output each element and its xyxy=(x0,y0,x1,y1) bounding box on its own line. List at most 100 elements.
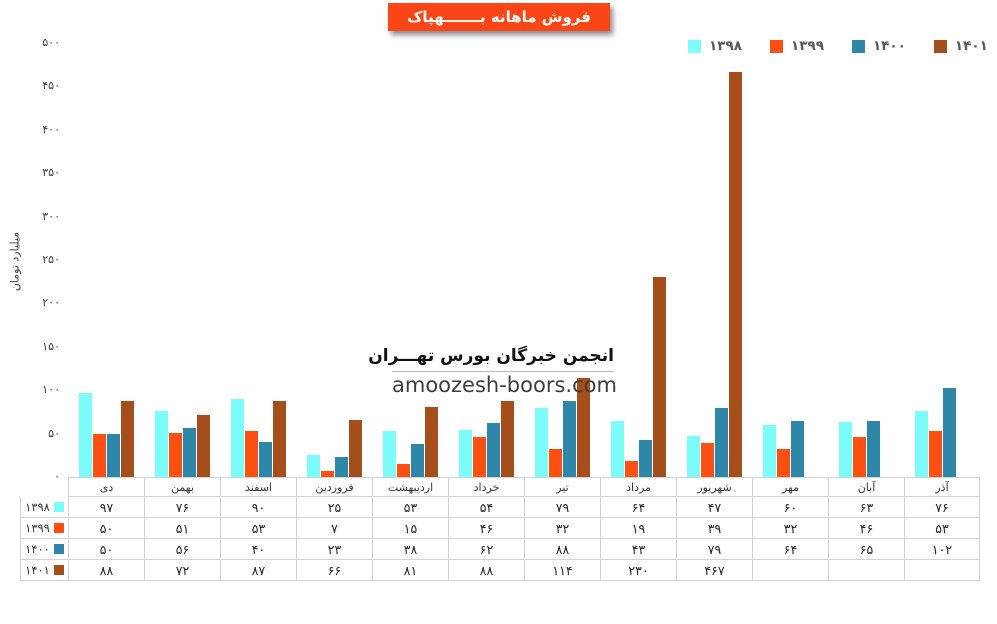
table-cell: ۸۷ xyxy=(220,560,296,581)
legend-swatch xyxy=(688,39,701,53)
table-cell: ۵۳ xyxy=(220,518,296,539)
bar-۱۴۰۰-اسفند xyxy=(258,442,272,477)
table-cell: ۴۶۷ xyxy=(676,560,752,581)
bar-۱۳۹۹-فروردین xyxy=(320,470,334,477)
table-cell: ۴۷ xyxy=(676,497,752,518)
table-cell: ۳۲ xyxy=(524,518,600,539)
bar-۱۴۰۱-شهریور xyxy=(728,71,742,477)
table-cell: ۷۹ xyxy=(524,497,600,518)
table-cell: ۸۸ xyxy=(524,539,600,560)
bar-۱۴۰۰-فروردین xyxy=(334,457,348,477)
y-axis-tick-label: ۱۰۰ xyxy=(42,383,60,397)
table-row-header: ۱۴۰۱ xyxy=(20,560,68,581)
y-axis-tick-label: ۳۰۰ xyxy=(42,209,60,223)
table-row-swatch xyxy=(53,523,64,533)
bar-۱۳۹۸-آذر xyxy=(914,411,928,477)
table-row-year-label: ۱۳۹۹ xyxy=(25,521,50,535)
y-axis-tick-label: ۰ xyxy=(54,470,60,483)
table-row-year-label: ۱۳۹۸ xyxy=(25,500,50,514)
table-cell: ۷۹ xyxy=(676,539,752,560)
table-month-header: بهمن xyxy=(144,477,220,497)
table-cell: ۱۱۴ xyxy=(524,560,600,581)
y-axis-tick-label: ۴۵۰ xyxy=(42,79,60,93)
bar-۱۴۰۱-فروردین xyxy=(348,419,362,477)
table-row-swatch xyxy=(53,502,64,512)
bar-۱۳۹۸-مرداد xyxy=(610,421,624,477)
bar-۱۴۰۰-تیر xyxy=(562,400,576,477)
table-header-row: دی بهمن اسفند فروردین اردیبهشت خرداد تیر مرداد ش… xyxy=(68,477,980,497)
legend-item-۱۴۰۰: ۱۴۰۰ xyxy=(851,38,906,54)
table-cell: ۷ xyxy=(296,518,372,539)
bar-۱۳۹۹-اسفند xyxy=(244,431,258,477)
chart-title: فروش ماهانه بـــــــهپاک xyxy=(388,3,610,31)
y-axis-tick-label: ۳۵۰ xyxy=(42,166,60,180)
watermark-divider xyxy=(392,371,614,372)
y-axis-tick-label: ۵۰۰ xyxy=(42,36,60,49)
table-month-header: خرداد xyxy=(448,477,524,497)
legend-label: ۱۴۰۰ xyxy=(872,38,906,54)
table-cell: ۵۰ xyxy=(68,539,144,560)
legend-label: ۱۳۹۹ xyxy=(790,38,824,54)
table-month-header: مرداد xyxy=(600,477,676,497)
table-cell: ۵۰ xyxy=(68,518,144,539)
bar-۱۴۰۰-مرداد xyxy=(638,439,652,477)
table-cell: ۶۳ xyxy=(828,497,904,518)
table-cell: ۵۴ xyxy=(448,497,524,518)
table-cell: ۶۴ xyxy=(600,497,676,518)
bar-۱۳۹۹-اردیبهشت xyxy=(396,463,410,477)
table-row-۱۳۹۹: ۱۳۹۹ ۵۰ ۵۱ ۵۳ ۷ ۱۵ ۴۶ ۳۲ ۱۹ ۳۹ ۳۲ ۴۶ ۵۳ xyxy=(20,518,980,539)
table-cell: ۷۶ xyxy=(904,497,980,518)
watermark: انجمن خبرگان بورس تهـــران amoozesh-boor… xyxy=(368,346,617,397)
table-cell: ۸۸ xyxy=(68,560,144,581)
table-row-header: ۱۳۹۸ xyxy=(20,497,68,518)
table-cell: ۸۸ xyxy=(448,560,524,581)
bar-۱۴۰۱-مرداد xyxy=(652,277,666,477)
bar-۱۳۹۹-شهریور xyxy=(700,443,714,477)
bar-۱۴۰۰-آذر xyxy=(942,388,956,477)
table-cell: ۱۹ xyxy=(600,518,676,539)
bar-۱۴۰۱-خرداد xyxy=(500,400,514,477)
table-cell: ۵۳ xyxy=(372,497,448,518)
watermark-line1: انجمن خبرگان بورس تهـــران xyxy=(368,346,614,366)
bar-۱۴۰۱-اردیبهشت xyxy=(424,406,438,477)
legend-swatch xyxy=(851,39,865,53)
table-month-header: فروردین xyxy=(296,477,372,497)
bar-۱۳۹۸-تیر xyxy=(534,408,548,477)
table-cell: ۵۶ xyxy=(144,539,220,560)
bar-۱۳۹۹-تیر xyxy=(548,449,562,477)
bar-۱۴۰۰-اردیبهشت xyxy=(410,444,424,477)
table-cell: ۹۷ xyxy=(68,497,144,518)
table-row-year-label: ۱۴۰۰ xyxy=(25,542,50,556)
bar-۱۳۹۹-آبان xyxy=(852,437,866,477)
table-row-header: ۱۳۹۹ xyxy=(20,518,68,539)
table-cell: ۴۶ xyxy=(448,518,524,539)
bar-۱۴۰۰-شهریور xyxy=(714,408,728,477)
legend-item-۱۳۹۸: ۱۳۹۸ xyxy=(688,38,742,54)
table-row-۱۳۹۸: ۱۳۹۸ ۹۷ ۷۶ ۹۰ ۲۵ ۵۳ ۵۴ ۷۹ ۶۴ ۴۷ ۶۰ ۶۳ ۷۶ xyxy=(20,497,980,518)
table-cell: ۴۶ xyxy=(828,518,904,539)
bar-۱۴۰۱-اسفند xyxy=(272,401,286,477)
table-cell: ۹۰ xyxy=(220,497,296,518)
y-axis-tick-label: ۲۵۰ xyxy=(42,253,60,266)
table-cell: ۵۳ xyxy=(904,518,980,539)
legend: ۱۳۹۸ ۱۳۹۹ ۱۴۰۰ ۱۴۰۱ xyxy=(688,38,988,54)
legend-item-۱۴۰۱: ۱۴۰۱ xyxy=(933,38,988,54)
bar-۱۳۹۹-دی xyxy=(92,433,106,477)
table-row-year-label: ۱۴۰۱ xyxy=(25,563,50,577)
bar-۱۴۰۱-بهمن xyxy=(196,414,210,477)
table-month-header: شهریور xyxy=(676,477,752,497)
table-row-۱۴۰۱: ۱۴۰۱ ۸۸ ۷۲ ۸۷ ۶۶ ۸۱ ۸۸ ۱۱۴ ۲۳۰ ۴۶۷ xyxy=(20,560,980,581)
table-row-۱۴۰۰: ۱۴۰۰ ۵۰ ۵۶ ۴۰ ۲۳ ۳۸ ۶۲ ۸۸ ۴۳ ۷۹ ۶۴ ۶۵ ۱۰۲ xyxy=(20,539,980,560)
table-cell: ۷۶ xyxy=(144,497,220,518)
table-row-swatch xyxy=(53,565,64,575)
table-cell: ۳۲ xyxy=(752,518,828,539)
table-cell xyxy=(904,560,980,581)
bar-۱۳۹۸-شهریور xyxy=(686,436,700,477)
legend-item-۱۳۹۹: ۱۳۹۹ xyxy=(769,38,824,54)
table-cell: ۴۳ xyxy=(600,539,676,560)
y-axis-tick-label: ۴۰۰ xyxy=(42,122,60,136)
table-cell: ۶۲ xyxy=(448,539,524,560)
table-cell xyxy=(828,560,904,581)
bar-۱۴۰۰-آبان xyxy=(866,420,880,477)
